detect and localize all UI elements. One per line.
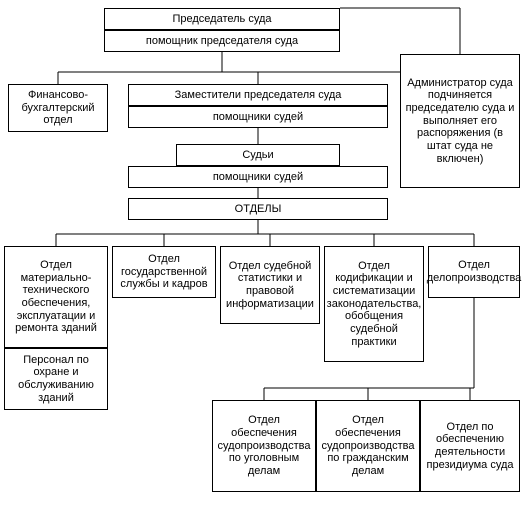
box-codification: Отдел кодификации и систематизации закон… <box>324 246 424 362</box>
box-assist-judges1: помощники судей <box>128 106 388 128</box>
box-chairman: Председатель суда <box>104 8 340 30</box>
box-judges: Судьи <box>176 144 340 166</box>
box-civil: Отдел обеспечения судопроизводства по гр… <box>316 400 420 492</box>
box-departments: ОТДЕЛЫ <box>128 198 388 220</box>
box-personnel: Персонал по охране и обслуживанию зданий <box>4 348 108 410</box>
box-gov-service: Отдел государственной службы и кадров <box>112 246 216 298</box>
box-assist-judges2: помощники судей <box>128 166 388 188</box>
box-deputies: Заместители председателя суда <box>128 84 388 106</box>
box-mto: Отдел материально-технического обеспечен… <box>4 246 108 348</box>
box-finance: Финансово-бухгалтерский отдел <box>8 84 108 132</box>
box-clerical: Отдел делопроизводства <box>428 246 520 298</box>
box-admin: Администратор суда подчиняется председат… <box>400 54 520 188</box>
box-presidium: Отдел по обеспечению деятельности презид… <box>420 400 520 492</box>
box-assist-chairman: помощник председателя суда <box>104 30 340 52</box>
box-statistics: Отдел судебной статистики и правовой инф… <box>220 246 320 324</box>
box-criminal: Отдел обеспечения судопроизводства по уг… <box>212 400 316 492</box>
